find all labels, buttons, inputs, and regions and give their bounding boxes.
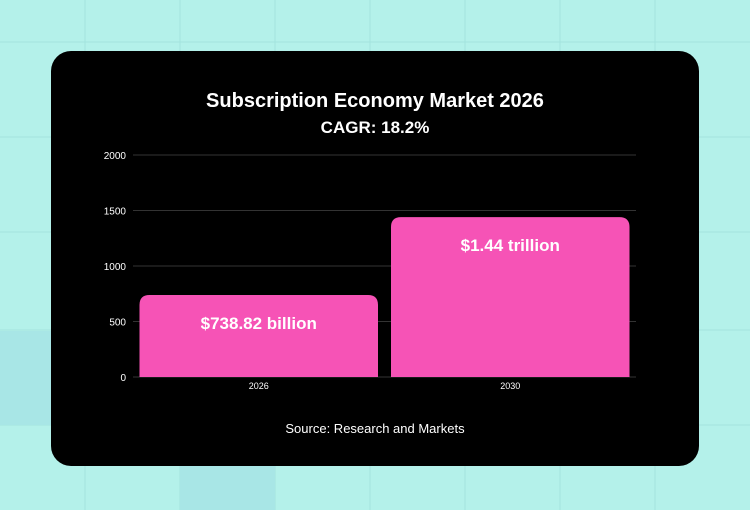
chart-title: Subscription Economy Market 2026 [206, 90, 544, 112]
x-tick-label: 2030 [500, 381, 520, 391]
y-tick-label: 1000 [104, 262, 127, 273]
x-tick-label: 2026 [249, 381, 269, 391]
chart-card: Subscription Economy Market 2026 CAGR: 1… [51, 51, 699, 466]
chart-subtitle: CAGR: 18.2% [320, 118, 430, 137]
bar-data-label: $1.44 trillion [461, 236, 560, 255]
bar-data-label: $738.82 billion [201, 314, 317, 333]
y-tick-label: 2000 [104, 151, 127, 162]
y-tick-label: 500 [109, 318, 126, 329]
y-tick-label: 0 [120, 373, 126, 384]
bar-chart: 0 500 1000 1500 2000 $738.82 billion 2026 $1.44… [104, 151, 636, 391]
chart-source: Source: Research and Markets [285, 421, 465, 436]
bar [391, 217, 630, 377]
bar [139, 294, 378, 377]
y-tick-label: 1500 [104, 207, 127, 218]
